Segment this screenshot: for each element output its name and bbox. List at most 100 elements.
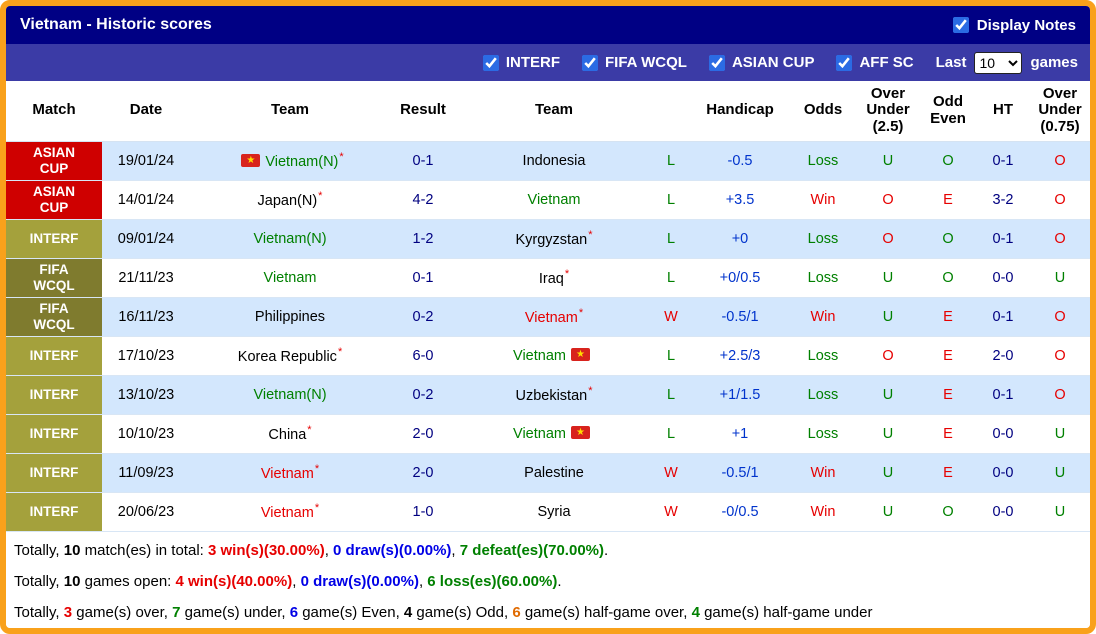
date-cell: 14/01/24	[102, 180, 190, 220]
result-cell: 0-1	[390, 141, 456, 181]
team-name: Syria	[537, 503, 571, 520]
filter-fifa-wcql-checkbox[interactable]	[582, 54, 598, 71]
games-count-select[interactable]: 10	[974, 51, 1023, 74]
odd-even-cell: E	[920, 414, 976, 454]
match-row: INTERF 10/10/23 China* 2-0 Vietnam ★ L +1 Loss U E…	[6, 414, 1090, 454]
team-name: Uzbekistan	[515, 387, 588, 404]
display-notes-checkbox[interactable]	[952, 17, 969, 33]
summary-line: Totally, 10 games open: 4 win(s)(40.00%)…	[14, 572, 562, 590]
odds-cell: Loss	[790, 141, 856, 181]
match-row: INTERF 09/01/24 Vietnam(N) 1-2 Kyrgyzstan* L +…	[6, 219, 1090, 259]
away-team-cell: Vietnam ★	[456, 414, 652, 454]
win-loss-cell: W	[652, 297, 690, 337]
over-under-25-cell: U	[856, 297, 920, 337]
ht-cell: 0-0	[976, 258, 1030, 298]
ht-cell: 0-1	[976, 219, 1030, 259]
team-name: Indonesia	[522, 152, 586, 169]
filter-fifa-wcql[interactable]: FIFA WCQL	[582, 54, 687, 71]
home-team-cell: Vietnam(N)	[190, 219, 390, 259]
win-loss-cell: L	[652, 180, 690, 220]
filter-aff-sc[interactable]: AFF SC	[836, 54, 914, 71]
competition-cell: FIFA WCQL	[6, 258, 102, 298]
over-under-075-cell: O	[1030, 141, 1090, 181]
column-header: HT	[976, 81, 1030, 142]
over-under-075-cell: O	[1030, 180, 1090, 220]
filter-label: FIFA WCQL	[605, 54, 687, 71]
home-team-cell: Vietnam	[190, 258, 390, 298]
summary-line: Totally, 10 match(es) in total: 3 win(s)…	[14, 541, 609, 559]
star-marker: *	[314, 463, 320, 476]
result-cell: 0-1	[390, 258, 456, 298]
away-team-cell: Syria	[456, 492, 652, 532]
date-cell: 16/11/23	[102, 297, 190, 337]
competition-cell: ASIAN CUP	[6, 141, 102, 181]
star-marker: *	[588, 385, 593, 398]
filter-interf-checkbox[interactable]	[482, 54, 499, 71]
team-name: Vietnam	[513, 425, 566, 442]
handicap-cell: -0.5/1	[690, 297, 790, 337]
last-label: Last	[935, 54, 967, 71]
win-loss-cell: W	[652, 453, 690, 493]
date-cell: 21/11/23	[102, 258, 190, 298]
match-row: INTERF 11/09/23 Vietnam* 2-0 Palestine W -0.5/…	[6, 453, 1090, 493]
filter-interf[interactable]: INTERF	[482, 54, 560, 71]
column-header: Handicap	[690, 81, 790, 142]
handicap-cell: -0.5/1	[690, 453, 790, 493]
over-under-075-cell: O	[1030, 336, 1090, 376]
win-loss-cell: L	[652, 258, 690, 298]
column-header: Team	[190, 81, 390, 142]
ht-cell: 0-1	[976, 297, 1030, 337]
over-under-25-cell: U	[856, 453, 920, 493]
column-header: Odd Even	[920, 81, 976, 142]
date-cell: 11/09/23	[102, 453, 190, 493]
column-header: Over Under (2.5)	[856, 81, 920, 142]
over-under-075-cell: O	[1030, 219, 1090, 259]
over-under-25-cell: O	[856, 336, 920, 376]
filter-bar: INTERF FIFA WCQL ASIAN CUP AFF SC Last 10 g…	[6, 44, 1090, 81]
away-team-cell: Iraq*	[456, 258, 652, 298]
odd-even-cell: O	[920, 492, 976, 532]
odds-cell: Loss	[790, 258, 856, 298]
home-team-cell: Philippines	[190, 297, 390, 337]
competition-cell: FIFA WCQL	[6, 297, 102, 337]
team-name: Vietnam	[260, 465, 314, 482]
match-row: ASIAN CUP 14/01/24 Japan(N)* 4-2 Vietnam L +3.5…	[6, 180, 1090, 220]
column-header: Result	[390, 81, 456, 142]
win-loss-cell: L	[652, 219, 690, 259]
team-name: Vietnam(N)	[265, 153, 339, 170]
filter-asian-cup[interactable]: ASIAN CUP	[708, 54, 814, 71]
odd-even-cell: O	[920, 258, 976, 298]
handicap-cell: -0/0.5	[690, 492, 790, 532]
filter-aff-sc-checkbox[interactable]	[836, 54, 853, 71]
result-cell: 2-0	[390, 453, 456, 493]
team-name: Vietnam	[513, 347, 566, 364]
display-notes-label: Display Notes	[976, 16, 1076, 34]
result-cell: 1-0	[390, 492, 456, 532]
column-header: Team	[456, 81, 652, 142]
odds-cell: Loss	[790, 219, 856, 259]
team-name: Korea Republic	[237, 348, 337, 365]
odd-even-cell: O	[920, 141, 976, 181]
competition-cell: INTERF	[6, 453, 102, 493]
match-row: INTERF 17/10/23 Korea Republic* 6-0 Vietnam ★…	[6, 336, 1090, 376]
odd-even-cell: E	[920, 375, 976, 415]
over-under-075-cell: U	[1030, 258, 1090, 298]
team-name: China	[268, 426, 307, 443]
team-name: Japan(N)	[257, 192, 318, 209]
handicap-cell: +0	[690, 219, 790, 259]
win-loss-cell: L	[652, 375, 690, 415]
team-name: Vietnam	[260, 504, 314, 521]
ht-cell: 0-0	[976, 453, 1030, 493]
date-cell: 13/10/23	[102, 375, 190, 415]
competition-cell: INTERF	[6, 219, 102, 259]
display-notes-toggle[interactable]: Display Notes	[952, 16, 1076, 34]
over-under-075-cell: O	[1030, 375, 1090, 415]
star-marker: *	[314, 502, 320, 515]
ht-cell: 2-0	[976, 336, 1030, 376]
win-loss-cell: W	[652, 492, 690, 532]
away-team-cell: Kyrgyzstan*	[456, 219, 652, 259]
result-cell: 0-2	[390, 297, 456, 337]
date-cell: 10/10/23	[102, 414, 190, 454]
filter-asian-cup-checkbox[interactable]	[708, 54, 725, 71]
